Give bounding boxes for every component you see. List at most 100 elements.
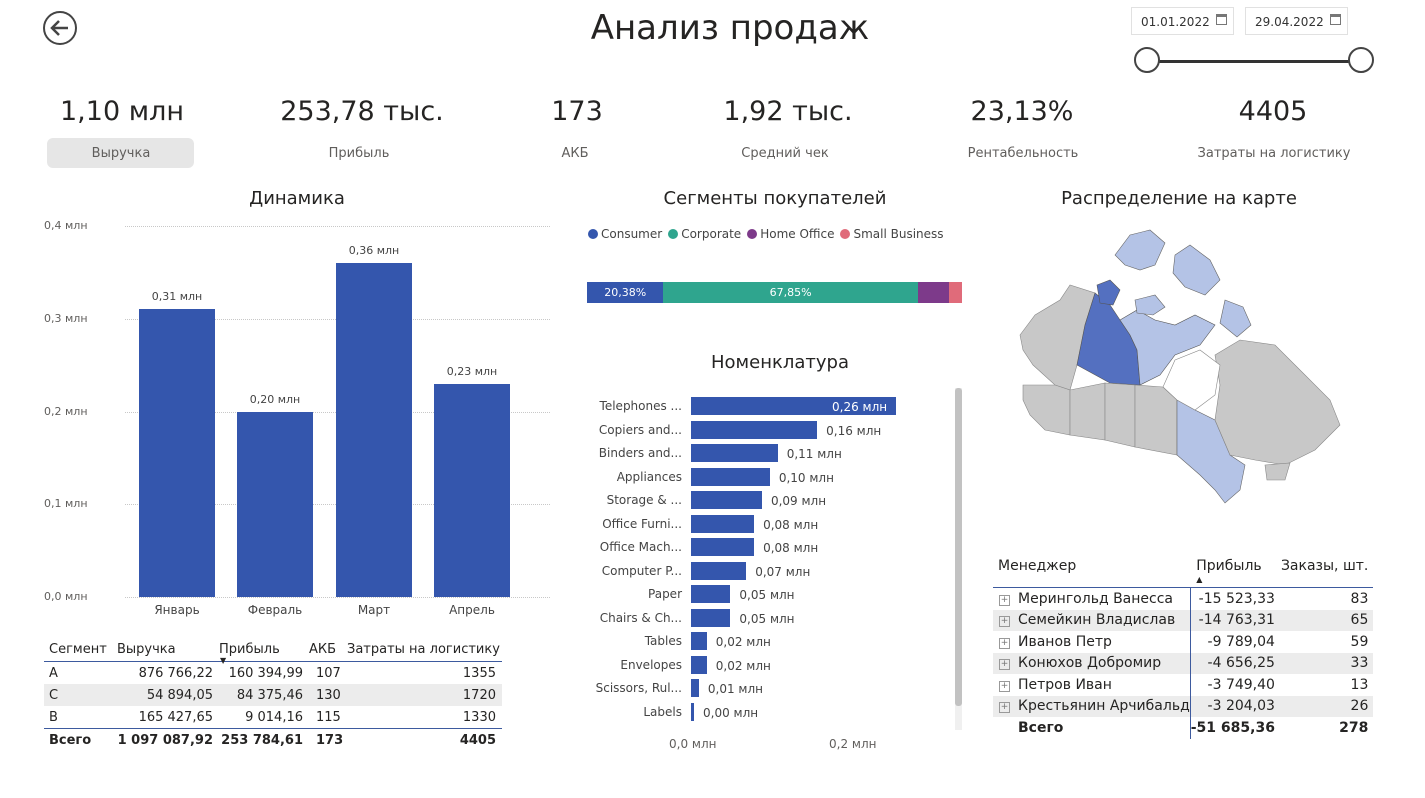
- y-tick-label: 0,2 млн: [44, 404, 88, 418]
- region-maritimes[interactable]: [1264, 462, 1291, 481]
- region-quebec[interactable]: [1214, 339, 1341, 466]
- hbar-6[interactable]: [691, 538, 755, 556]
- date-slider-track[interactable]: [1147, 60, 1361, 63]
- col-akb[interactable]: АКБ: [309, 641, 337, 657]
- stack-segment-consumer[interactable]: 20,38%: [587, 282, 664, 303]
- manager-name-cell[interactable]: + Мерингольд Ванесса: [993, 588, 1190, 610]
- calendar-icon[interactable]: [1216, 14, 1227, 25]
- hbar-7[interactable]: [691, 561, 747, 580]
- expand-plus-icon[interactable]: +: [999, 594, 1010, 606]
- category-label: Telephones ...: [599, 399, 682, 413]
- table-row[interactable]: + Крестьянин Арчибальд -3 204,03 26: [993, 695, 1374, 718]
- hbar-8[interactable]: [691, 585, 731, 603]
- legend-item[interactable]: Corporate: [668, 227, 741, 241]
- scrollbar-track[interactable]: [955, 388, 962, 730]
- col-segment[interactable]: Сегмент: [49, 641, 107, 657]
- table-cell: C: [49, 687, 59, 703]
- date-from-input[interactable]: 01.01.2022: [1131, 7, 1234, 35]
- table-row[interactable]: C 54 894,05 84 375,46 130 1720: [44, 684, 502, 706]
- category-label: Envelopes: [620, 657, 682, 672]
- table-row[interactable]: B 165 427,65 9 014,16 115 1330: [44, 706, 502, 729]
- region-baffin[interactable]: [1219, 299, 1252, 338]
- region-arctic-islands[interactable]: [1114, 229, 1166, 271]
- manager-name-cell[interactable]: + Петров Иван: [993, 674, 1190, 696]
- table-row[interactable]: + Иванов Петр -9 789,04 59: [993, 631, 1373, 653]
- hbar-4[interactable]: [691, 491, 762, 509]
- legend-label: Home Office: [760, 227, 835, 241]
- region-bc[interactable]: [1022, 384, 1071, 436]
- hbar-2[interactable]: [691, 444, 778, 462]
- calendar-icon[interactable]: [1330, 14, 1341, 25]
- table-row[interactable]: + Конюхов Добромир -4 656,25 33: [993, 652, 1374, 675]
- region-ontario[interactable]: [1176, 399, 1246, 504]
- category-label: Paper: [648, 587, 682, 601]
- bar-2[interactable]: [336, 263, 412, 597]
- region-nunavut[interactable]: [1119, 309, 1216, 386]
- category-label: Office Furni...: [602, 516, 682, 531]
- region-island-blue[interactable]: [1096, 279, 1121, 306]
- hbar-10[interactable]: [691, 632, 707, 650]
- hbar-11[interactable]: [691, 655, 707, 674]
- legend-item[interactable]: Consumer: [588, 227, 662, 241]
- date-slider-start-handle[interactable]: [1134, 47, 1160, 73]
- manager-name-cell[interactable]: + Крестьянин Арчибальд: [993, 696, 1190, 718]
- region-manitoba[interactable]: [1134, 384, 1178, 456]
- category-label: Office Mach...: [599, 540, 682, 554]
- map-title: Распределение на карте: [1061, 188, 1297, 209]
- date-to-input[interactable]: 29.04.2022: [1245, 7, 1348, 35]
- table-row[interactable]: + Мерингольд Ванесса -15 523,33 83: [993, 587, 1373, 610]
- date-slider-end-handle[interactable]: [1348, 47, 1374, 73]
- manager-name-cell[interactable]: + Иванов Петр: [993, 631, 1190, 653]
- expand-plus-icon[interactable]: +: [999, 659, 1010, 671]
- manager-orders-cell: 65: [1350, 612, 1369, 629]
- table-row[interactable]: + Петров Иван -3 749,40 13: [993, 674, 1373, 696]
- back-arrow-icon[interactable]: [43, 11, 77, 45]
- table-row[interactable]: + Семейкин Владислав -14 763,31 65: [993, 609, 1374, 632]
- region-arctic-islands-2[interactable]: [1172, 244, 1221, 296]
- bar-data-label: 0,20 млн: [249, 392, 301, 406]
- sort-asc-icon[interactable]: ▲: [1196, 575, 1203, 584]
- bar-0[interactable]: [139, 309, 215, 597]
- hbar-9[interactable]: [691, 608, 731, 627]
- expand-plus-icon[interactable]: +: [999, 616, 1010, 628]
- kpi-avg-check-value: 1,92 тыс.: [723, 96, 853, 127]
- scrollbar-thumb[interactable]: [955, 388, 962, 706]
- bar-3[interactable]: [434, 383, 510, 597]
- legend-item[interactable]: Small Business: [840, 227, 944, 241]
- canada-map[interactable]: [1015, 225, 1345, 507]
- legend-item[interactable]: Home Office: [747, 227, 834, 241]
- manager-name-cell[interactable]: + Конюхов Добромир: [993, 653, 1190, 675]
- col-logistics[interactable]: Затраты на логистику: [347, 641, 500, 657]
- bar-1[interactable]: [237, 411, 313, 597]
- col-manager-profit[interactable]: Прибыль ▲: [1190, 555, 1281, 588]
- bar-data-label: 0,07 млн: [755, 564, 811, 579]
- revenue-kpi-button[interactable]: [47, 138, 194, 168]
- region-saskatchewan[interactable]: [1104, 382, 1136, 448]
- manager-total-row: Всего -51 685,36 278: [993, 717, 1373, 739]
- stack-segment-home-office[interactable]: [917, 282, 949, 303]
- hbar-13[interactable]: [691, 702, 694, 721]
- bar-data-label: 0,05 млн: [739, 588, 795, 602]
- hbar-0[interactable]: [691, 397, 896, 415]
- stack-segment-small-business[interactable]: [948, 282, 962, 303]
- region-alberta[interactable]: [1069, 382, 1106, 441]
- hbar-12[interactable]: [691, 679, 699, 697]
- col-profit[interactable]: Прибыль ▼: [219, 637, 309, 666]
- expand-plus-icon[interactable]: +: [999, 680, 1010, 692]
- col-orders[interactable]: Заказы, шт.: [1280, 558, 1369, 574]
- region-victoria[interactable]: [1134, 294, 1166, 316]
- hbar-3[interactable]: [691, 467, 770, 486]
- bar-data-label: 0,23 млн: [446, 364, 498, 378]
- kpi-revenue-label[interactable]: Выручка: [91, 146, 151, 161]
- hbar-1[interactable]: [691, 420, 818, 439]
- table-row[interactable]: A 876 766,22 160 394,99 107 1355: [44, 662, 502, 685]
- expand-plus-icon[interactable]: +: [999, 702, 1010, 714]
- sort-desc-icon[interactable]: ▼: [220, 656, 227, 665]
- col-manager[interactable]: Менеджер: [998, 558, 1077, 574]
- expand-plus-icon[interactable]: +: [999, 637, 1010, 649]
- manager-name-cell[interactable]: + Семейкин Владислав: [993, 610, 1190, 632]
- col-revenue[interactable]: Выручка: [117, 641, 176, 657]
- stack-segment-corporate[interactable]: 67,85%: [663, 282, 918, 303]
- kpi-profitability-label: Рентабельность: [967, 146, 1079, 161]
- hbar-5[interactable]: [691, 514, 755, 533]
